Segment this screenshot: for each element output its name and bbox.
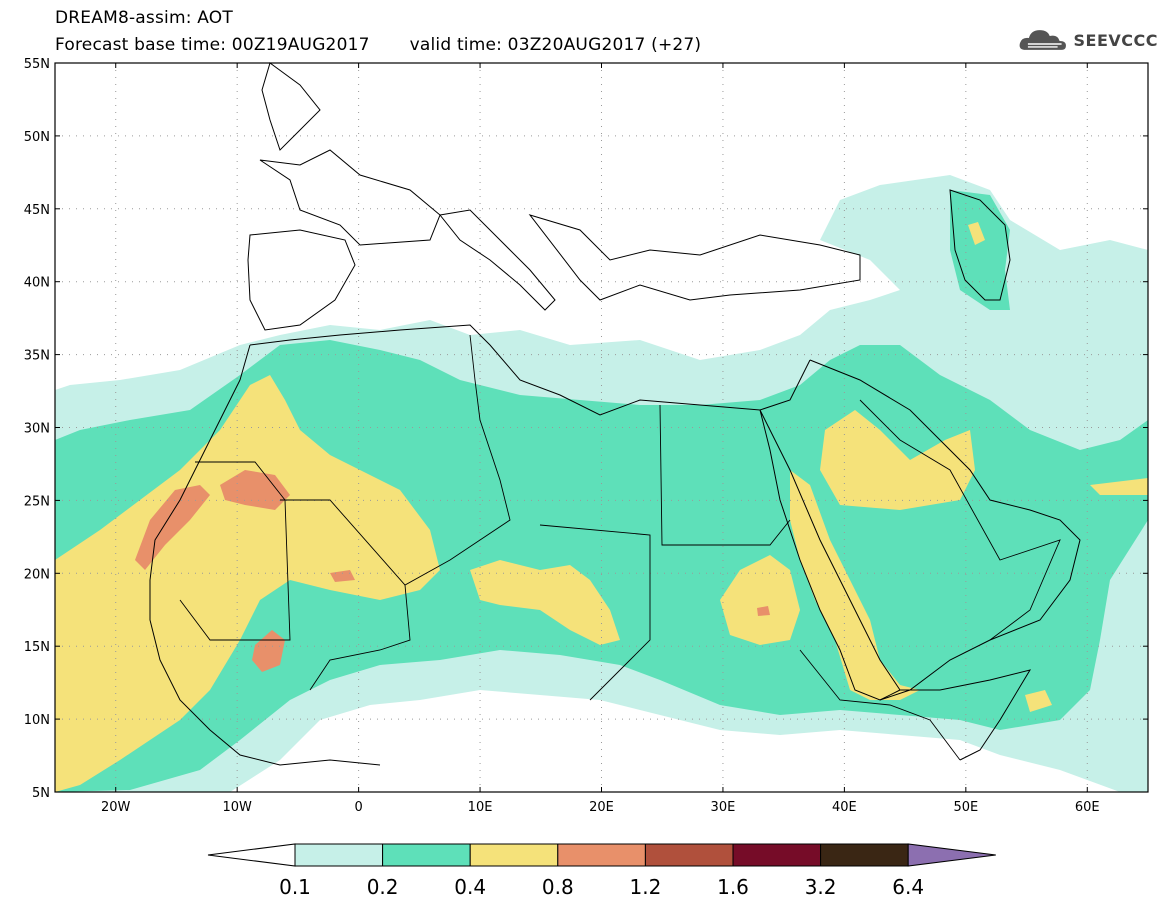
lon-label: 10W (222, 800, 252, 815)
latitude-labels: 55N 50N 45N 40N 35N 30N 25N 20N 15N 10N 5N (24, 57, 50, 801)
colorbar (207, 843, 996, 867)
colorbar-labels: 0.1 0.2 0.4 0.8 1.2 1.6 3.2 6.4 (279, 875, 924, 899)
lat-label: 50N (24, 130, 50, 145)
lon-label: 40E (832, 800, 857, 815)
aot-level-0.8-c (252, 630, 285, 672)
colorbar-label: 0.8 (542, 875, 574, 899)
lat-label: 10N (24, 713, 50, 728)
colorbar-label: 0.1 (279, 875, 311, 899)
aot-level-0.4-caspian (968, 222, 985, 245)
coastline-arabia (809, 359, 1081, 701)
border-ethiopia (799, 649, 961, 761)
coastline-red-sea (759, 409, 901, 701)
lat-label: 5N (32, 786, 50, 801)
coastline-iberia (247, 229, 356, 331)
valid-time: valid time: 03Z20AUG2017 (+27) (409, 35, 702, 55)
lat-label: 20N (24, 567, 50, 582)
aot-level-0.4-yemen (1025, 690, 1052, 712)
borders (179, 334, 1061, 761)
map-title: DREAM8-assim: AOT (55, 8, 233, 28)
border-mali-niger (309, 584, 411, 691)
aot-level-0.4-redsea (790, 470, 920, 700)
aot-level-0.4-oman (1090, 478, 1148, 495)
aot-level-0.4-west (55, 375, 440, 792)
aot-level-0.8-d (330, 570, 355, 582)
seevccc-logo: SEEVCCC (1018, 26, 1158, 54)
colorbar-label: 3.2 (805, 875, 837, 899)
coastlines (149, 62, 1081, 766)
lon-label: 20E (589, 800, 614, 815)
coastline-balkans-turkey (528, 214, 861, 301)
lon-label: 30E (711, 800, 736, 815)
colorbar-segment (557, 843, 646, 867)
cloud-logo-icon (1019, 30, 1066, 50)
aot-level-0.4-sahel (470, 560, 620, 645)
colorbar-label: 1.2 (629, 875, 661, 899)
colorbar-segment (294, 843, 384, 867)
colorbar-label: 1.6 (717, 875, 749, 899)
axis-ticks (55, 62, 1148, 793)
lat-label: 55N (24, 57, 50, 72)
colorbar-segment (732, 843, 822, 867)
colorbar-segment (469, 843, 559, 867)
aot-level-0.4-sudan (720, 555, 800, 645)
border-libya-egypt (659, 404, 791, 546)
coastline-france-uk (259, 62, 441, 246)
coastline-caspian (949, 189, 1011, 301)
coastline-italy (439, 209, 556, 311)
lon-label: 50E (953, 800, 978, 815)
colorbar-label: 6.4 (892, 875, 924, 899)
longitude-labels: 20W 10W 0 10E 20E 30E 40E 50E 60E (101, 800, 1100, 815)
lat-label: 40N (24, 276, 50, 291)
aot-level-0.4-arabia (820, 410, 975, 510)
logo-text: SEEVCCC (1073, 30, 1158, 50)
coastline-north-africa (249, 324, 811, 416)
coastline-horn (900, 669, 1032, 761)
colorbar-label: 0.2 (367, 875, 399, 899)
graticule (55, 63, 1148, 792)
colorbar-segment (820, 843, 909, 867)
lat-label: 30N (24, 422, 50, 437)
lon-label: 60E (1075, 800, 1100, 815)
lon-label: 10E (468, 800, 493, 815)
lat-label: 15N (24, 640, 50, 655)
coastline-west-africa (149, 344, 381, 766)
colorbar-label: 0.4 (454, 875, 486, 899)
base-time: Forecast base time: 00Z19AUG2017 (55, 35, 370, 55)
colorbar-over-arrow (907, 843, 996, 867)
time-info: Forecast base time: 00Z19AUG2017 valid ti… (55, 35, 701, 55)
border-algeria-libya (280, 334, 511, 586)
colorbar-segment (644, 843, 734, 867)
lon-label: 20W (101, 800, 131, 815)
lat-label: 45N (24, 203, 50, 218)
lat-label: 35N (24, 349, 50, 364)
colorbar-segment (382, 843, 471, 867)
aot-level-0.8-e (757, 606, 770, 616)
border-saudi (859, 399, 1061, 641)
lat-label: 25N (24, 494, 50, 509)
lon-label: 0 (354, 800, 362, 815)
colorbar-under-arrow (207, 843, 296, 867)
border-mauritania (179, 461, 291, 641)
border-chad-sudan (539, 524, 651, 701)
